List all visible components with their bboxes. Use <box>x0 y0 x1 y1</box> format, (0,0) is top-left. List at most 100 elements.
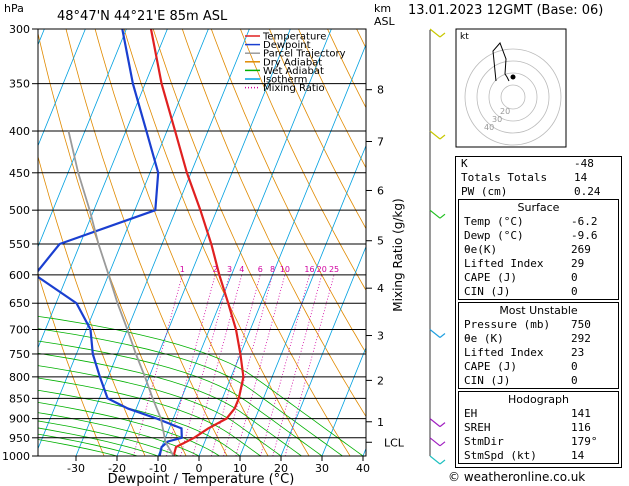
pressure-label: 750 <box>9 348 30 361</box>
isotherm <box>239 144 366 456</box>
surface-title: Surface <box>517 201 560 214</box>
hodograph-ring <box>500 84 526 110</box>
hodograph-trace <box>492 42 510 82</box>
background-lines <box>38 29 366 456</box>
wet-adiabat <box>38 389 241 456</box>
row-label: Dewp (°C) <box>464 229 524 242</box>
table-row: EH 141 <box>459 407 618 421</box>
table-row: Lifted Index 23 <box>459 346 618 360</box>
row-value: 116 <box>571 421 591 434</box>
km-label: LCL <box>384 436 405 449</box>
pressure-label: 300 <box>9 23 30 36</box>
isotherm <box>38 29 127 248</box>
table-row: Lifted Index 29 <box>459 257 618 271</box>
wet-adiabat <box>38 365 282 456</box>
table-row: StmDir 179° <box>459 435 618 449</box>
isotherm <box>38 29 86 147</box>
mixing-ratio-line <box>210 274 261 456</box>
wind-barb <box>429 130 446 140</box>
row-value: -9.6 <box>571 229 598 242</box>
row-label: CAPE (J) <box>464 271 517 284</box>
dry-adiabat <box>65 29 228 456</box>
row-value: 0 <box>571 374 578 387</box>
hodograph-ring-label: 40 <box>484 123 494 132</box>
wind-barb-profile <box>429 28 446 465</box>
mixing-ratio-label: 10 <box>280 265 290 274</box>
hodograph-ring-label: 20 <box>500 107 510 116</box>
row-label: Temp (°C) <box>464 215 524 228</box>
row-value: 269 <box>571 243 591 256</box>
x-tick-label: 40 <box>356 462 370 475</box>
pressure-label: 950 <box>9 432 30 445</box>
row-label: Lifted Index <box>464 257 544 270</box>
x-tick-label: 30 <box>315 462 329 475</box>
credit-text: © weatheronline.co.uk <box>448 470 586 484</box>
x-tick-label: -20 <box>108 462 126 475</box>
profile-parcel-trajectory <box>67 130 175 456</box>
legend-label: Parcel Trajectory <box>263 49 346 60</box>
mixing-ratio-line <box>165 274 216 456</box>
row-value: 29 <box>571 257 585 270</box>
hodograph-ring-label: 30 <box>492 115 502 124</box>
table-row: CIN (J) 0 <box>459 374 618 388</box>
table-row: StmSpd (kt) 14 <box>459 449 618 463</box>
pressure-label: 500 <box>9 204 30 217</box>
hodograph-ring <box>476 60 550 134</box>
pressure-label: 700 <box>9 324 30 337</box>
row-label: θe(K) <box>464 243 498 256</box>
axes: 1 2 3 4 6 8 10 16 20 2530035040045050055060065070… <box>2 23 405 475</box>
row-label: K <box>461 157 468 170</box>
legend-label: Wet Adiabat <box>263 66 324 77</box>
hodograph-ring <box>488 72 538 122</box>
profile-temperature <box>149 29 245 456</box>
row-value: 14 <box>574 171 588 184</box>
pressure-label: 850 <box>9 392 30 405</box>
table-row: K -48 <box>456 157 621 171</box>
row-label: StmSpd (kt) <box>464 449 537 462</box>
mixing-ratio-label: 25 <box>329 265 339 274</box>
row-label: SREH <box>464 421 491 434</box>
row-label: θe (K) <box>464 332 504 345</box>
hodograph-section: Hodograph EH 141 SREH 116 StmDir 179° StmSpd (… <box>458 391 619 464</box>
pressure-label: 900 <box>9 413 30 426</box>
isotherm <box>198 43 366 456</box>
dry-adiabat <box>269 29 366 230</box>
table-row: θe (K) 292 <box>459 332 618 346</box>
row-value: 0 <box>571 360 578 373</box>
x-tick-label: 10 <box>233 462 247 475</box>
km-label: 7 <box>377 136 384 149</box>
row-label: StmDir <box>464 435 504 448</box>
row-value: 14 <box>571 449 585 462</box>
row-label: PW (cm) <box>461 185 508 198</box>
row-label: CIN (J) <box>464 374 511 387</box>
mixing-ratio-label: 8 <box>270 265 275 274</box>
pressure-label: 350 <box>9 78 30 91</box>
table-row: CAPE (J) 0 <box>459 271 618 285</box>
x-tick-label: -10 <box>149 462 167 475</box>
table-row: CAPE (J) 0 <box>459 360 618 374</box>
legend-label: Dry Adiabat <box>263 57 322 68</box>
hodograph-ring <box>464 48 562 146</box>
row-label: Pressure (mb) <box>464 318 551 331</box>
mixing-ratio-line <box>284 274 335 456</box>
wet-adiabat <box>38 377 261 456</box>
mixing-ratio-line <box>192 274 243 456</box>
row-value: 179° <box>571 435 598 448</box>
row-value: 23 <box>571 346 585 359</box>
x-tick-label: 0 <box>196 462 203 475</box>
isotherm <box>157 29 332 456</box>
wet-adiabat <box>38 328 343 456</box>
km-label: 3 <box>377 330 384 343</box>
isotherm <box>75 29 250 456</box>
table-row: Pressure (mb) 750 <box>459 318 618 332</box>
mixing-ratio-label: 4 <box>239 265 244 274</box>
wet-adiabat <box>38 352 302 456</box>
row-value: 0 <box>571 271 578 284</box>
dry-adiabat <box>240 29 366 292</box>
pressure-unit: hPa <box>4 2 24 15</box>
mixing-ratio-label: 20 <box>317 265 327 274</box>
row-label: CAPE (J) <box>464 360 517 373</box>
